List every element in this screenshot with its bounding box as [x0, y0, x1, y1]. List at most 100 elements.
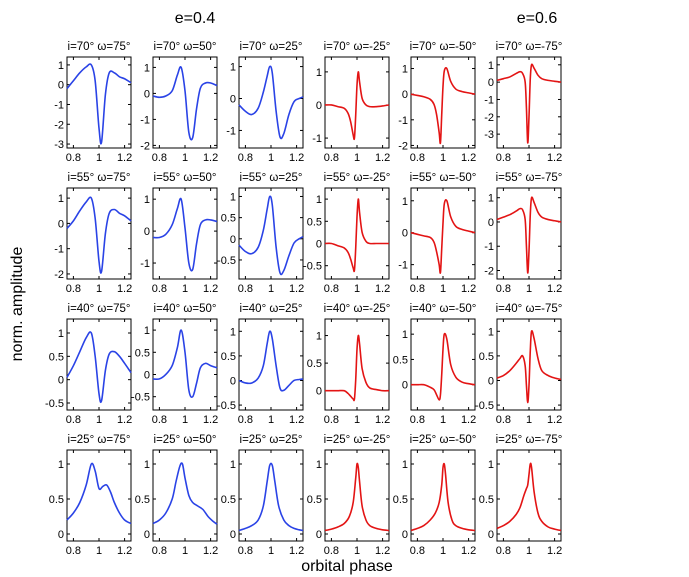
y-tick-label: 1 — [230, 62, 236, 74]
y-tick-label: -2 — [484, 266, 494, 278]
panel-1-3: i=55° ω=-25° 0.8 1 1.2 1 0.5 0 -0.5 — [303, 172, 390, 295]
x-tick-label: 1.2 — [289, 414, 304, 426]
axes-frame — [238, 187, 304, 280]
y-tick-label: 0.5 — [479, 494, 494, 506]
panel-title: i=25° ω=-50° — [410, 434, 477, 446]
y-tick-label: 0 — [230, 529, 236, 541]
panel-0-2: i=70° ω=25° 0.8 1 1.2 1 0 -1 — [226, 41, 304, 164]
y-tick-label: -0.5 — [475, 400, 494, 412]
y-tick-label: 0 — [58, 80, 64, 92]
y-tick-label: 0.5 — [393, 354, 408, 366]
x-tick-label: 1.2 — [547, 152, 562, 164]
x-tick-label: 1.2 — [461, 545, 476, 557]
panel-title: i=40° ω=-75° — [496, 303, 563, 315]
x-tick-label: 0.8 — [238, 152, 253, 164]
panel-title: i=40° ω=-25° — [324, 303, 391, 315]
y-tick-label: 1 — [402, 459, 408, 471]
x-tick-label: 1.2 — [461, 414, 476, 426]
panel-title: i=55° ω=-50° — [410, 172, 477, 184]
x-tick-label: 0.8 — [152, 283, 167, 295]
panel-title: i=70° ω=-50° — [410, 41, 477, 53]
x-tick-label: 1.2 — [375, 283, 390, 295]
series-line-0 — [152, 66, 218, 141]
x-tick-label: 1 — [96, 414, 102, 426]
y-tick-label: 1 — [402, 329, 408, 341]
y-tick-label: 1 — [144, 194, 150, 206]
y-tick-label: 1 — [58, 328, 64, 340]
x-tick-label: 0.8 — [66, 283, 81, 295]
panel-1-4: i=55° ω=-50° 0.8 1 1.2 1 0 -1 — [398, 172, 476, 295]
x-tick-label: 1 — [182, 545, 188, 557]
group-label-e06: e=0.6 — [517, 10, 558, 27]
x-tick-label: 1.2 — [375, 414, 390, 426]
panel-title: i=40° ω=-50° — [410, 303, 477, 315]
axes-frame — [152, 449, 218, 542]
x-tick-label: 1.2 — [289, 283, 304, 295]
x-tick-label: 1 — [182, 152, 188, 164]
panel-title: i=25° ω=-75° — [496, 434, 563, 446]
panel-2-4: i=40° ω=-50° 0.8 1 1.2 1 0.5 0 — [393, 303, 477, 426]
panel-1-5: i=55° ω=-75° 0.8 1 1.2 1 0 -1 -2 — [484, 172, 562, 295]
y-tick-label: 0.5 — [221, 494, 236, 506]
x-tick-label: 0.8 — [238, 414, 253, 426]
x-tick-label: 1 — [440, 152, 446, 164]
y-tick-label: 0.5 — [135, 347, 150, 359]
y-tick-label: 1 — [488, 60, 494, 72]
x-tick-label: 0.8 — [410, 545, 425, 557]
panel-3-5: i=25° ω=-75° 0.8 1 1.2 1 0.5 0 — [479, 434, 563, 557]
series-line-0 — [152, 462, 218, 525]
x-tick-label: 1.2 — [117, 152, 132, 164]
x-tick-label: 0.8 — [152, 152, 167, 164]
y-tick-label: 0 — [402, 89, 408, 101]
panel-2-3: i=40° ω=-25° 0.8 1 1.2 1 0.5 0 — [307, 303, 391, 426]
panel-title: i=25° ω=75° — [68, 434, 131, 446]
y-tick-label: -1 — [484, 94, 494, 106]
y-tick-label: 0 — [488, 375, 494, 387]
series-line-0 — [496, 196, 562, 274]
y-tick-label: 0 — [58, 529, 64, 541]
y-tick-label: 1 — [58, 60, 64, 72]
y-tick-label: 0.5 — [49, 494, 64, 506]
series-line-0 — [66, 196, 132, 274]
series-line-0 — [66, 462, 132, 525]
x-tick-label: 1 — [182, 283, 188, 295]
panel-2-0: i=40° ω=75° 0.8 1 1.2 1 0.5 0 -0.5 — [45, 303, 132, 426]
y-tick-label: 0 — [316, 100, 322, 112]
y-tick-label: 0.5 — [307, 358, 322, 370]
y-tick-label: 1 — [316, 67, 322, 79]
x-tick-label: 1 — [526, 414, 532, 426]
series-line-0 — [410, 199, 476, 274]
y-tick-label: 1 — [402, 64, 408, 76]
y-tick-label: 0 — [144, 369, 150, 381]
y-tick-label: 0 — [488, 217, 494, 229]
panel-3-1: i=25° ω=50° 0.8 1 1.2 1 0.5 0 — [135, 434, 219, 557]
y-tick-label: 0.5 — [135, 494, 150, 506]
y-tick-label: -0.5 — [131, 392, 150, 404]
y-tick-label: 0 — [144, 529, 150, 541]
y-tick-label: 1 — [488, 193, 494, 205]
y-tick-label: 0 — [230, 234, 236, 246]
y-tick-label: 1 — [316, 459, 322, 471]
y-tick-label: 0.5 — [221, 213, 236, 225]
y-tick-label: 0 — [144, 88, 150, 100]
panel-3-4: i=25° ω=-50° 0.8 1 1.2 1 0.5 0 — [393, 434, 477, 557]
y-tick-label: 0.5 — [49, 351, 64, 363]
y-tick-label: -1 — [140, 258, 150, 270]
x-tick-label: 1 — [354, 152, 360, 164]
y-tick-label: 1 — [402, 196, 408, 208]
x-tick-label: 1 — [96, 283, 102, 295]
x-tick-label: 1 — [354, 414, 360, 426]
panel-title: i=25° ω=50° — [154, 434, 217, 446]
y-tick-label: 0 — [58, 375, 64, 387]
y-tick-label: 0 — [230, 375, 236, 387]
x-tick-label: 1.2 — [203, 283, 218, 295]
x-tick-label: 1 — [440, 283, 446, 295]
x-tick-label: 0.8 — [324, 545, 339, 557]
y-tick-label: 0.5 — [307, 494, 322, 506]
x-tick-label: 0.8 — [324, 283, 339, 295]
series-line-0 — [238, 462, 304, 532]
x-tick-label: 1.2 — [289, 545, 304, 557]
x-tick-label: 0.8 — [66, 152, 81, 164]
panel-1-0: i=55° ω=75° 0.8 1 1.2 1 0 -1 -2 — [54, 172, 132, 295]
panel-title: i=55° ω=25° — [240, 172, 303, 184]
